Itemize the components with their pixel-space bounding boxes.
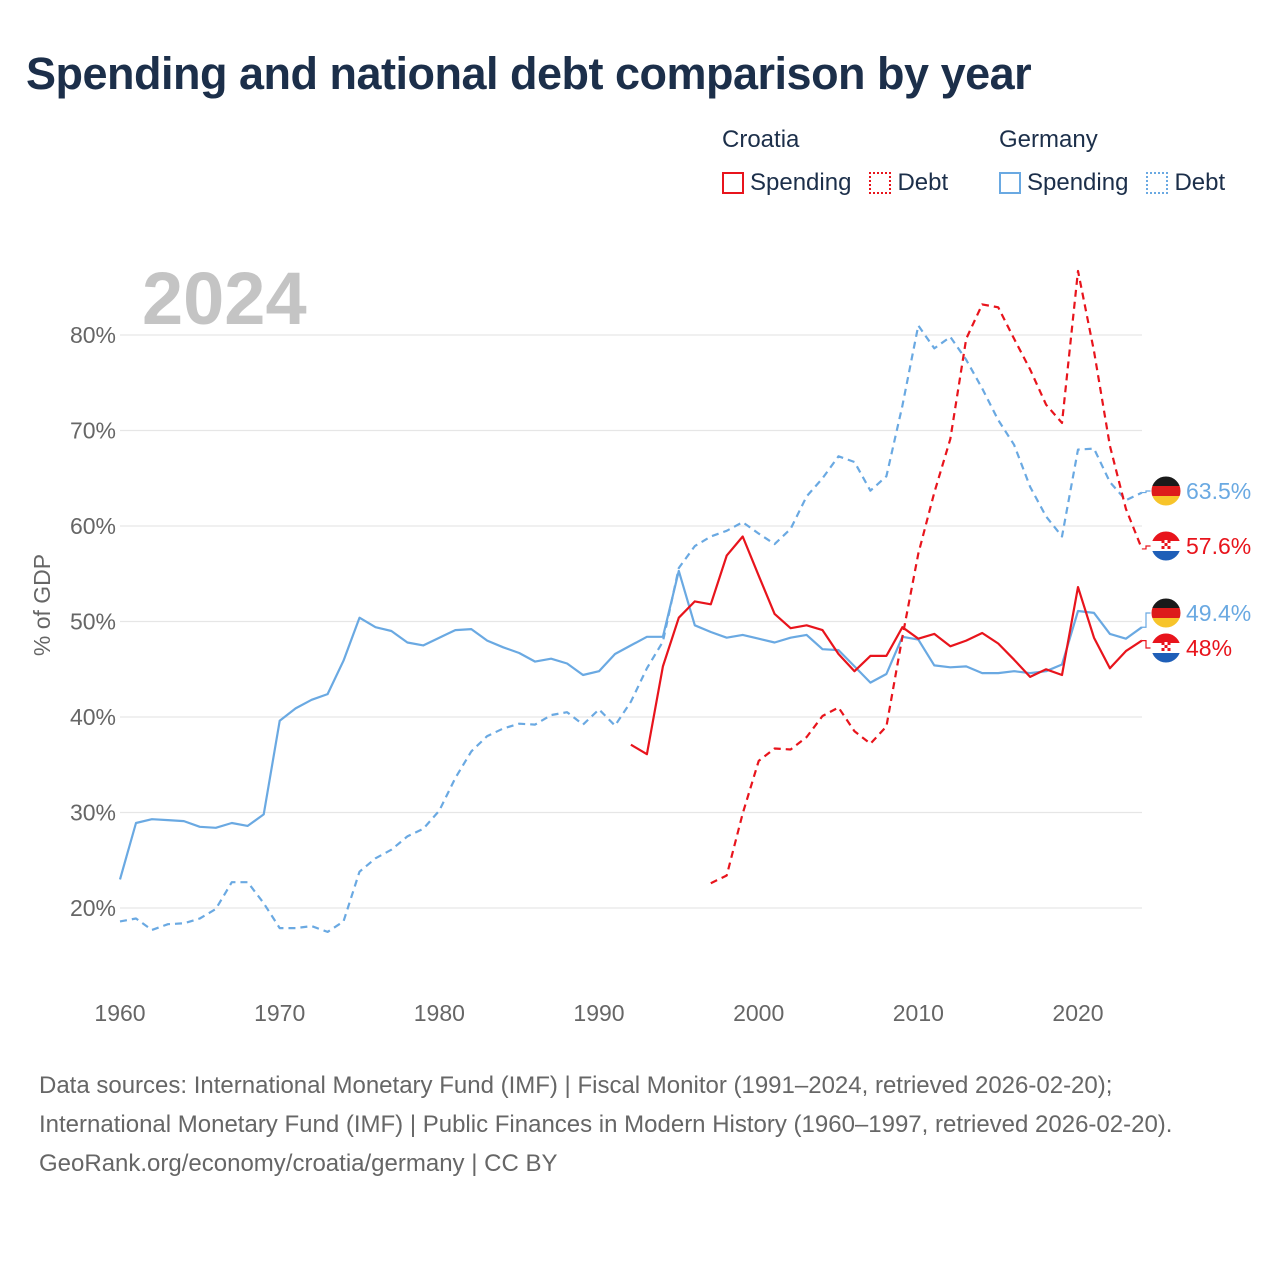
x-tick-label: 1980 — [414, 1000, 465, 1026]
solid-swatch-icon — [999, 172, 1021, 194]
series-line-germany-spending[interactable] — [118, 569, 1143, 880]
y-tick-label: 70% — [70, 418, 116, 444]
legend-item-croatia-spending[interactable]: Spending — [722, 168, 851, 198]
legend-item-germany-spending[interactable]: Spending — [999, 168, 1128, 198]
germany-flag-icon — [1150, 475, 1182, 507]
chart-title: Spending and national debt comparison by… — [26, 48, 1032, 99]
data-sources: Data sources: International Monetary Fun… — [39, 1072, 1173, 1138]
end-labels: 63.5% 57.6% 49.4% 48% — [1141, 475, 1251, 664]
label-connector — [1141, 612, 1151, 628]
solid-swatch-icon — [722, 172, 744, 194]
series-line-croatia-debt[interactable] — [710, 269, 1143, 885]
y-axis: 20% 30% 40% 50% 60% 70% 80% — [70, 322, 116, 921]
series — [118, 269, 1143, 933]
line-chart: 2024 20%30%40%50%60%70%80% 1960 1970 1980 1… — [29, 257, 1251, 1026]
legend-item-label: Spending — [1027, 169, 1129, 196]
y-tick-label: 60% — [70, 513, 116, 539]
legend-group-name: Germany — [999, 126, 1098, 153]
croatia-flag-icon — [1150, 632, 1182, 664]
end-value-label: 49.4% — [1186, 600, 1251, 626]
x-tick-label: 2020 — [1052, 1000, 1103, 1026]
legend-group-croatia: Croatia Spending Debt — [722, 124, 948, 198]
end-value-label: 57.6% — [1186, 533, 1251, 559]
legend-group-germany: Germany Spending Debt — [999, 124, 1225, 198]
gridlines — [120, 334, 1142, 909]
legend-item-label: Debt — [897, 169, 949, 196]
dotted-swatch-icon — [1146, 172, 1169, 194]
y-tick-label: 40% — [70, 704, 116, 730]
end-value-label: 63.5% — [1186, 478, 1251, 504]
y-tick-label: 50% — [70, 609, 116, 635]
end-value-label: 48% — [1186, 635, 1232, 661]
x-tick-label: 2010 — [893, 1000, 944, 1026]
label-connector — [1141, 490, 1151, 494]
y-axis-label: % of GDP — [29, 554, 55, 656]
germany-flag-icon — [1150, 597, 1182, 629]
year-indicator: 2024 — [142, 257, 307, 340]
croatia-flag-icon — [1150, 530, 1182, 562]
label-connector — [1141, 640, 1151, 649]
legend-item-label: Spending — [750, 169, 852, 196]
y-tick-label: 30% — [70, 800, 116, 826]
x-tick-label: 2000 — [733, 1000, 784, 1026]
x-tick-label: 1960 — [94, 1000, 145, 1026]
dotted-swatch-icon — [869, 172, 892, 194]
legend-item-label: Debt — [1174, 169, 1226, 196]
series-line-croatia-spending[interactable] — [630, 535, 1143, 756]
legend-item-germany-debt[interactable]: Debt — [1146, 168, 1225, 198]
legend-item-croatia-debt[interactable]: Debt — [869, 168, 948, 198]
legend-group-name: Croatia — [722, 126, 800, 153]
series-line-germany-debt[interactable] — [119, 324, 1143, 933]
footer: Data sources: International Monetary Fun… — [39, 1066, 1239, 1183]
label-connector — [1141, 545, 1151, 550]
y-tick-label: 20% — [70, 895, 116, 921]
x-tick-label: 1970 — [254, 1000, 305, 1026]
x-tick-label: 1990 — [573, 1000, 624, 1026]
y-tick-label: 80% — [70, 322, 116, 348]
credit-link[interactable]: GeoRank.org/economy/croatia/germany | CC… — [39, 1150, 558, 1177]
x-axis: 1960 1970 1980 1990 2000 2010 2020 — [94, 1000, 1103, 1026]
